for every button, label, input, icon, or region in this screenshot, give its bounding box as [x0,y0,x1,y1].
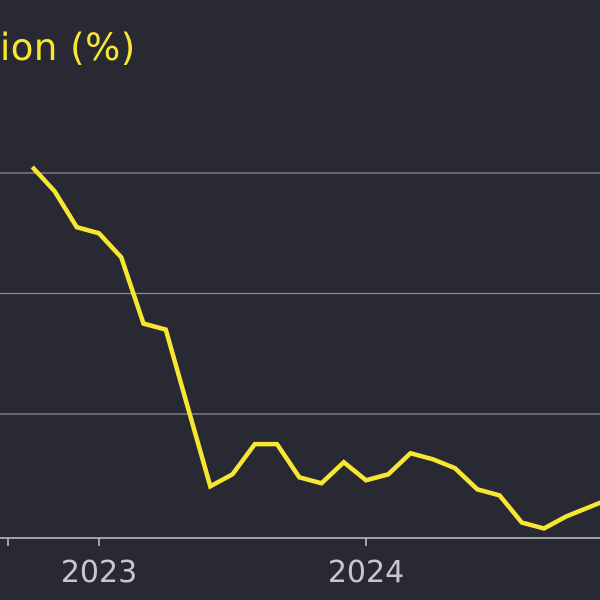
gridlines [0,172,600,415]
series-layer [30,165,600,531]
x-tick-label-2023: 2023 [61,555,137,590]
chart-title: ion (%) [0,26,136,69]
x-axis: 202320242 [0,537,600,590]
x-tick-label-2024: 2024 [328,555,404,590]
series-line-0 [30,165,600,531]
